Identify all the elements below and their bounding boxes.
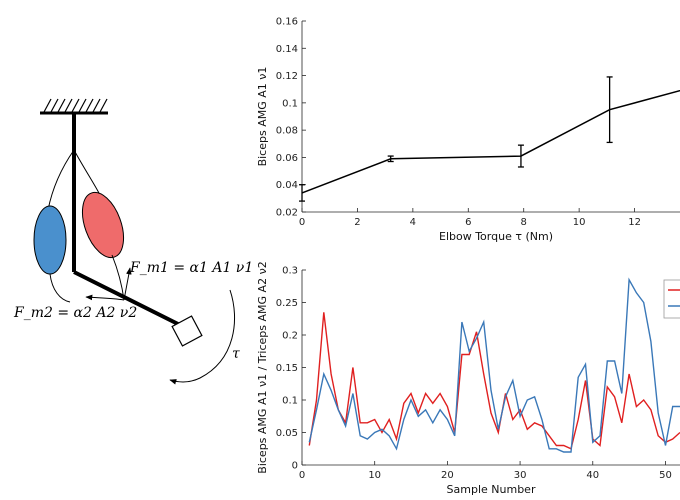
torque-x-tick-label: 2 [354,217,360,228]
ratio-legend-box [663,279,680,319]
ratio-y-tick-label: 0.2 [282,331,298,342]
torque-series [299,76,680,202]
torque-y-tick-label: 0.06 [276,153,298,164]
forearm-bone [73,270,187,330]
torque-y-tick-label: 0.04 [276,180,298,191]
torque-y-tick-label: 0.08 [276,126,298,137]
triceps-tendon-top [47,149,75,211]
triceps-tendon-bottom [49,273,71,303]
ratio-x-axis-label: Sample Number [447,483,536,496]
ratio-x-tick-label: 50 [659,470,672,481]
torque-x-axis-label: Elbow Torque τ (Nm) [439,230,553,243]
torque-x-tick-label: 12 [628,217,641,228]
torque-arrow [169,289,236,385]
ratio-y-tick-label: 0.3 [282,266,298,277]
arm-muscle-diagram: F_m1 = α1 A1 ν1 F_m2 = α2 A2 ν2 τ [13,98,253,385]
ratio-y-tick-label: 0.05 [276,428,298,439]
torque-y-tick-label: 0.02 [276,208,298,219]
tau-label: τ [232,346,240,362]
hand-load [171,315,203,347]
ratio-y-axis-label: Biceps AMG A1 ν1 / Triceps AMG A2 ν2 [256,261,269,473]
triceps-muscle [33,205,67,275]
biceps-tendon-bottom [111,254,125,301]
torque-y-tick-label: 0.16 [276,17,298,28]
ratio-y-tick-label: 0.15 [276,363,298,374]
ceiling-hatching [43,98,108,113]
torque-y-tick-label: 0.14 [276,44,298,55]
fm2-force-arrow [85,294,125,301]
biceps-tendon-top [73,149,101,196]
torque-x-tick-label: 10 [573,217,586,228]
fm1-force-arrow [123,267,132,301]
torque-x-tick-label: 6 [465,217,471,228]
ratio-x-tick-label: 10 [368,470,381,481]
torque-line [301,89,680,194]
ratio-x-tick-label: 0 [299,470,305,481]
torque-y-axis-label: Biceps AMG A1 ν1 [256,67,269,167]
ratio-y-tick-label: 0.25 [276,298,298,309]
ratio-series [308,277,680,453]
ratio-series-line-biceps [308,312,680,450]
ratio-y-tick-label: 0.1 [282,396,298,407]
ratio-x-tick-label: 40 [586,470,599,481]
torque-y-tick-label: 0.1 [282,98,298,109]
torque-x-tick-label: 8 [521,217,527,228]
ratio-x-tick-label: 30 [514,470,527,481]
torque-x-tick-label: 4 [410,217,416,228]
ratio-y-tick-label: 0 [292,461,298,472]
ratio-x-tick-label: 20 [441,470,454,481]
torque-x-tick-label: 0 [299,217,305,228]
torque-y-tick-label: 0.12 [276,71,298,82]
ratio-series-line-triceps [308,277,680,453]
fm1-label: F_m1 = α1 A1 ν1 [129,260,253,276]
ratio-legend: BicepsTriceps [663,279,680,319]
ratio-chart: 0 10 20 30 40 50 0 0.05 0.1 0.15 0.2 0.25 0.3 Sample … [256,261,680,496]
biceps-muscle [81,191,125,259]
fm2-label: F_m2 = α2 A2 ν2 [13,305,137,321]
torque-chart: 024681012140.020.040.060.080.10.120.140.… [256,17,680,243]
